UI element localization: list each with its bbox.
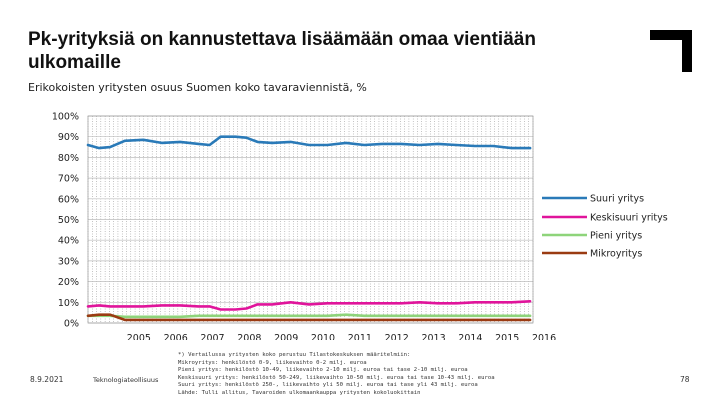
x-tick-label: 2015 [495,333,519,340]
y-tick-label: 30% [58,256,79,267]
grid-lines [87,115,534,324]
x-tick-label: 2014 [458,333,482,340]
corner-bracket-logo [650,30,692,72]
line-chart: 0%10%20%30%40%50%60%70%80%90%100% 2005 20… [52,112,668,341]
y-tick-label: 60% [58,194,79,205]
plot-border [87,115,534,324]
y-tick-label: 100% [52,112,79,123]
footer-note: Keskisuuri yritys: henkilöstö 50-249, li… [178,374,495,381]
series-line-pieni [86,313,532,319]
y-tick-label: 10% [58,298,79,309]
y-tick-label: 90% [58,132,79,143]
legend-label-keskisuuri: Keskisuuri yritys [590,213,668,224]
y-tick-label: 70% [58,174,79,185]
x-tick-label: 2012 [385,333,409,340]
y-tick-label: 50% [58,215,79,226]
x-tick-label: 2010 [311,333,335,340]
y-tick-label: 0% [64,319,79,330]
legend: Suuri yritys Keskisuuri yritys Pieni yrity… [542,194,668,260]
footer-note: Mikroyritys: henkilöstö 0-9, liikevaihto… [178,359,367,366]
footer-note: Suuri yritys: henkilöstö 250-, liikevaih… [178,382,478,389]
series-lines [86,135,532,322]
x-tick-label: 2005 [127,333,151,340]
series-line-mikro [86,313,532,322]
footer-notes: *) Vertailussa yritysten koko perustuu T… [178,352,495,398]
footer-organization: Teknologiateollisuus [93,376,159,384]
series-line-suuri [86,135,532,150]
footer-note: *) Vertailussa yritysten koko perustuu T… [178,352,411,358]
y-axis: 0% 10% 20% 30% 40% 50% 60% 70% 80% 90% 100% [52,112,79,330]
legend-label-mikro: Mikroyritys [590,249,642,260]
slide-title: Pk-yrityksiä on kannustettava lisäämään … [28,29,536,73]
y-tick-label: 20% [58,277,79,288]
footer-date: 8.9.2021 [30,375,64,384]
x-tick-label: 2013 [421,333,445,340]
footer-note: Pieni yritys: henkilöstö 10-49, liikevai… [178,367,468,374]
x-tick-label: 2008 [237,333,261,340]
chart-subtitle: Erikokoisten yritysten osuus Suomen koko… [28,81,367,94]
page-number: 78 [680,375,690,384]
legend-label-pieni: Pieni yritys [590,231,642,242]
x-axis: 2005 2006 2007 2008 2009 2010 2011 2012 2013 2014… [127,333,556,340]
x-tick-label: 2011 [348,333,372,340]
y-tick-label: 80% [58,153,79,164]
footer-note: Lähde: Tulli allitus, Tavaroiden ulkomaa… [178,389,421,396]
x-tick-label: 2009 [274,333,298,340]
y-tick-label: 40% [58,236,79,247]
x-tick-label: 2006 [164,333,188,340]
legend-label-suuri: Suuri yritys [590,194,644,205]
x-tick-label: 2007 [200,333,224,340]
x-tick-label: 2016 [532,333,556,340]
series-line-keskisuuri [86,300,532,311]
